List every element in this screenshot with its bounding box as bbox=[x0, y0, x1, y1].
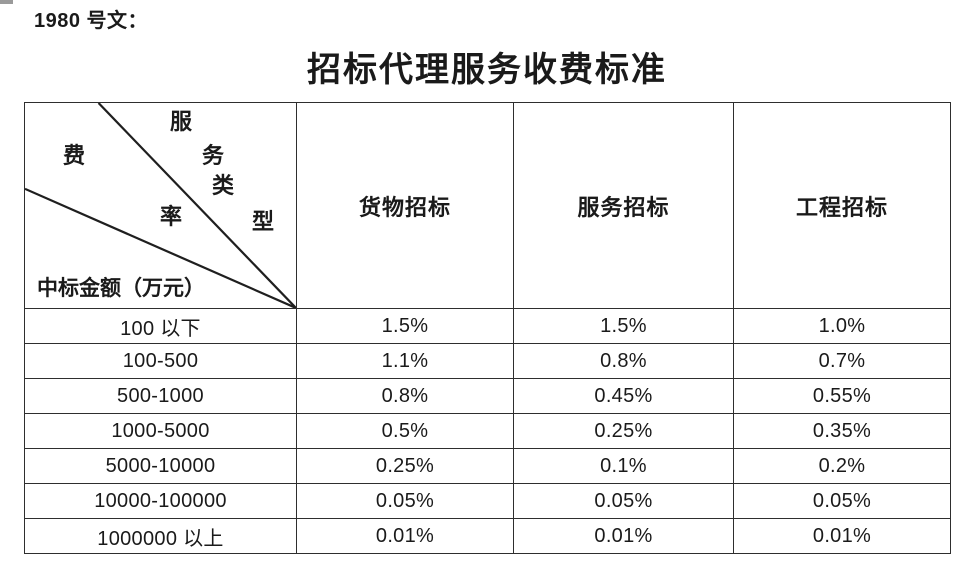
page-title: 招标代理服务收费标准 bbox=[307, 52, 667, 89]
rate-cell: 0.7% bbox=[733, 343, 951, 379]
rate-cell: 0.05% bbox=[296, 483, 514, 519]
column-header-service: 服务招标 bbox=[513, 102, 734, 309]
rate-cell: 1.5% bbox=[296, 308, 514, 344]
table-row: 100 以下 1.5% 1.5% 1.0% bbox=[24, 308, 951, 344]
rate-cell: 0.05% bbox=[733, 483, 951, 519]
rate-cell: 1.5% bbox=[513, 308, 734, 344]
corner-label-rate-char: 率 bbox=[160, 204, 183, 229]
rate-cell: 0.8% bbox=[296, 378, 514, 414]
rate-cell: 1.1% bbox=[296, 343, 514, 379]
rate-cell: 0.01% bbox=[513, 518, 734, 554]
rate-cell: 0.2% bbox=[733, 448, 951, 484]
corner-label-amount: 中标金额（万元） bbox=[37, 276, 205, 300]
amount-range-cell: 1000000 以上 bbox=[24, 518, 297, 554]
corner-label-rate-char: 费 bbox=[63, 143, 86, 168]
table-row: 1000000 以上 0.01% 0.01% 0.01% bbox=[24, 518, 951, 554]
rate-cell: 0.5% bbox=[296, 413, 514, 449]
doc-number-label: 1980 号文： bbox=[34, 10, 149, 32]
table-row: 100-500 1.1% 0.8% 0.7% bbox=[24, 343, 951, 379]
table-row: 5000-10000 0.25% 0.1% 0.2% bbox=[24, 448, 951, 484]
amount-range-cell: 100-500 bbox=[24, 343, 297, 379]
amount-range-cell: 10000-100000 bbox=[24, 483, 297, 519]
rate-cell: 0.8% bbox=[513, 343, 734, 379]
column-header-works: 工程招标 bbox=[733, 102, 951, 309]
rate-cell: 0.25% bbox=[513, 413, 734, 449]
amount-range-cell: 1000-5000 bbox=[24, 413, 297, 449]
diagonal-lines-icon bbox=[25, 103, 296, 308]
rate-cell: 0.1% bbox=[513, 448, 734, 484]
corner-label-type-char: 务 bbox=[202, 143, 225, 168]
table-header-row: 费 率 服 务 类 型 中标金额（万元） 货物招标 服务招标 工程招标 bbox=[24, 102, 951, 309]
rate-cell: 1.0% bbox=[733, 308, 951, 344]
corner-label-type-char: 服 bbox=[170, 109, 193, 134]
diagonal-corner-cell: 费 率 服 务 类 型 中标金额（万元） bbox=[24, 102, 297, 309]
rate-cell: 0.45% bbox=[513, 378, 734, 414]
corner-label-type-char: 类 bbox=[212, 173, 235, 198]
table-row: 500-1000 0.8% 0.45% 0.55% bbox=[24, 378, 951, 414]
column-header-goods: 货物招标 bbox=[296, 102, 514, 309]
corner-label-type-char: 型 bbox=[252, 209, 275, 234]
table-row: 1000-5000 0.5% 0.25% 0.35% bbox=[24, 413, 951, 449]
rate-cell: 0.01% bbox=[296, 518, 514, 554]
rate-cell: 0.35% bbox=[733, 413, 951, 449]
amount-range-cell: 100 以下 bbox=[24, 308, 297, 344]
rate-cell: 0.01% bbox=[733, 518, 951, 554]
scan-artifact bbox=[0, 0, 13, 4]
fee-standard-table: 费 率 服 务 类 型 中标金额（万元） 货物招标 服务招标 工程招标 100 … bbox=[24, 102, 951, 554]
rate-cell: 0.25% bbox=[296, 448, 514, 484]
rate-cell: 0.55% bbox=[733, 378, 951, 414]
table-row: 10000-100000 0.05% 0.05% 0.05% bbox=[24, 483, 951, 519]
amount-range-cell: 5000-10000 bbox=[24, 448, 297, 484]
amount-range-cell: 500-1000 bbox=[24, 378, 297, 414]
rate-cell: 0.05% bbox=[513, 483, 734, 519]
